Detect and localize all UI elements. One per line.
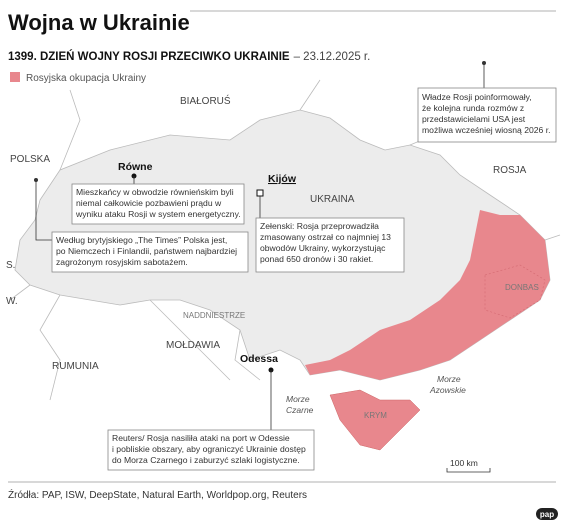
- annotation-line: Władze Rosji poinformowały,: [422, 92, 532, 102]
- logo: pap: [540, 510, 554, 519]
- annotation-line: Reuters/ Rosja nasiliła ataki na port w …: [112, 433, 290, 443]
- annotations: Władze Rosji poinformowały,że kolejna ru…: [56, 92, 551, 465]
- legend-swatch: [10, 72, 20, 82]
- country-label: S.: [6, 260, 15, 271]
- region-label: KRYM: [364, 411, 387, 420]
- donbas-hatch: [484, 264, 546, 319]
- region-label: DONBAS: [505, 283, 539, 292]
- annotation-line: zagrożonym rosyjskim sabotażem.: [56, 257, 188, 267]
- sea-label: Azowskie: [429, 385, 466, 395]
- annotation-line: niemal całkowicie pozbawieni prądu w: [76, 198, 222, 208]
- logo-badge: [536, 508, 558, 520]
- city-label: Kijów: [268, 173, 297, 185]
- title: Wojna w Ukrainie: [8, 10, 190, 35]
- annotation-line: wyniku ataku Rosji w system energetyczny…: [75, 209, 241, 219]
- sea-label: Czarne: [286, 405, 314, 415]
- subtitle: 1399. DZIEŃ WOJNY ROSJI PRZECIWKO UKRAIN…: [8, 50, 370, 63]
- annotation-line: obwodów Ukrainy, wykorzystując: [260, 243, 386, 253]
- country-label: UKRAINA: [310, 194, 355, 205]
- annotation-box: [417, 87, 557, 143]
- city-label: Równe: [118, 161, 153, 173]
- capital-marker: [256, 189, 264, 197]
- subtitle-bold: 1399. DZIEŃ WOJNY ROSJI PRZECIWKO UKRAIN…: [8, 50, 290, 63]
- annotation-line: Mieszkańcy w obwodzie równieńskim byli: [76, 187, 234, 197]
- country-label: RUMUNIA: [52, 361, 99, 372]
- subtitle-date: – 23.12.2025 r.: [294, 51, 371, 63]
- annotation-line: po Niemczech i Finlandii, państwem najba…: [56, 246, 237, 256]
- country-label: W.: [6, 296, 18, 307]
- scale-label: 100 km: [450, 458, 478, 468]
- annotation-line: Według brytyjskiego „The Times” Polska j…: [56, 235, 227, 245]
- sea-label: Morze: [437, 374, 461, 384]
- region-label: NADDNIESTRZE: [183, 311, 245, 320]
- occupied-area: [305, 210, 550, 380]
- country-label: BIAŁORUŚ: [180, 94, 231, 107]
- annotation-box: [107, 429, 315, 471]
- annotation-line: że kolejna runda rozmów z: [422, 103, 524, 113]
- annotation-line: i pobliskie obszary, aby ograniczyć Ukra…: [112, 444, 306, 454]
- sea-label: Morze: [286, 394, 310, 404]
- annotation-box: [255, 217, 405, 273]
- annotation-line: możliwa wcześniej wiosną 2026 r.: [422, 125, 551, 135]
- scale-bar: [446, 468, 491, 473]
- annotation-line: Zełenski: Rosja przeprowadziła: [260, 221, 379, 231]
- annotation-line: do Morza Czarnego i zaburzyć szlaki logi…: [112, 455, 300, 465]
- source: Źródła: PAP, ISW, DeepState, Natural Ear…: [8, 488, 307, 501]
- annotation-line: przedstawicielami USA jest: [422, 114, 526, 124]
- country-label: ROSJA: [493, 165, 527, 176]
- annotation-box: [71, 183, 245, 225]
- leader-line: [35, 180, 52, 241]
- annotation-line: zmasowany ostrzał co najmniej 13: [260, 232, 391, 242]
- country-label: MOŁDAWIA: [166, 340, 220, 351]
- crimea: [329, 389, 421, 451]
- city-label: Odessa: [240, 353, 278, 365]
- annotation-line: ponad 650 dronów i 30 rakiet.: [260, 254, 373, 264]
- annotation-box: [51, 231, 249, 273]
- legend-label: Rosyjska okupacja Ukrainy: [26, 73, 146, 84]
- country-label: POLSKA: [10, 154, 50, 165]
